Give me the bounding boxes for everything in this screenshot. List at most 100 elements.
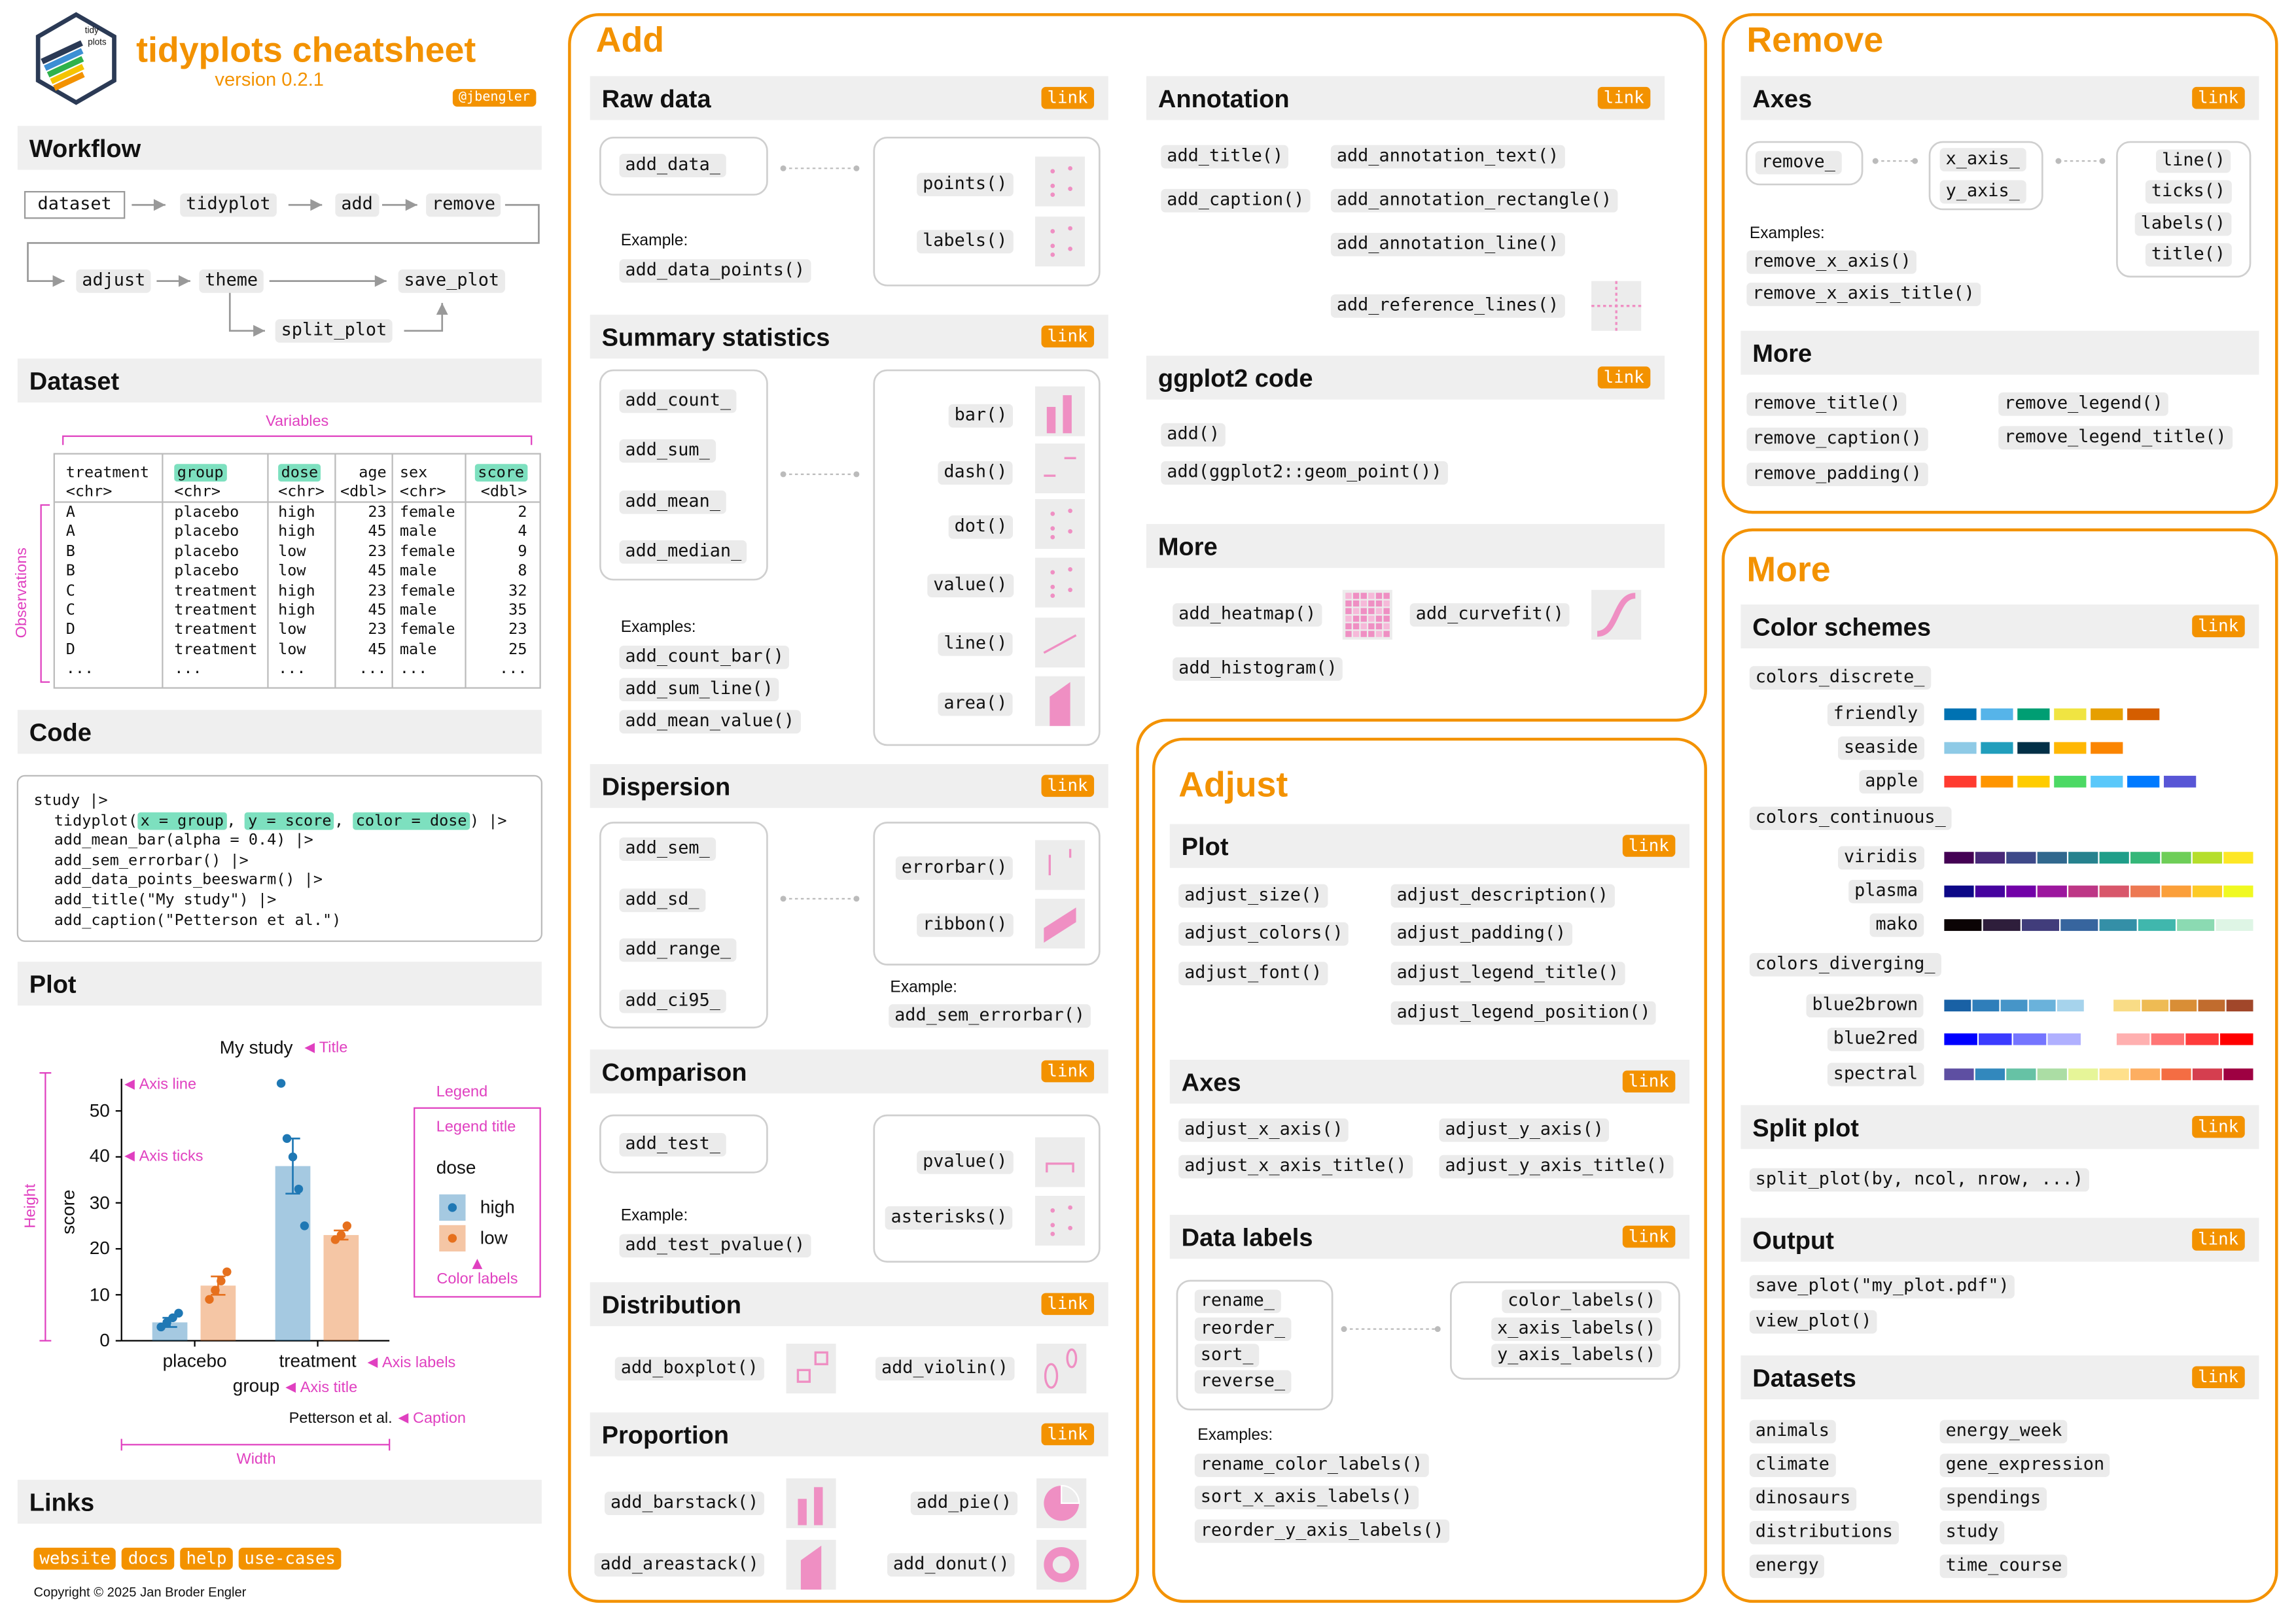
table-cell: placebo xyxy=(174,503,239,521)
text: dash() xyxy=(938,461,1014,485)
palette-swatch xyxy=(1944,852,1974,864)
panel-title: Adjust xyxy=(1178,765,1288,806)
icon xyxy=(1345,593,1352,599)
palette-name: seaside xyxy=(1838,736,1924,760)
table-cell: D xyxy=(65,640,75,659)
palette-swatch xyxy=(1975,852,2005,864)
section-title: Split plot xyxy=(1752,1114,1859,1142)
section-header xyxy=(590,1282,1108,1327)
icon xyxy=(798,1499,807,1526)
panel-title: Remove xyxy=(1746,20,1884,61)
panel-frame xyxy=(568,13,1707,1603)
doc-link[interactable]: link xyxy=(1622,1070,1675,1093)
annotation: Legend xyxy=(436,1083,488,1101)
palette-swatch xyxy=(2060,919,2098,932)
text: adjust_description() xyxy=(1390,884,1614,908)
icon xyxy=(814,1351,828,1366)
text: remove_ xyxy=(1755,150,1841,175)
link-button[interactable]: help xyxy=(180,1547,233,1570)
palette-swatch xyxy=(2099,885,2129,898)
arrow-head xyxy=(178,275,190,287)
doc-link[interactable]: link xyxy=(1041,1293,1094,1316)
legend-title: dose xyxy=(436,1157,476,1178)
table-cell: low xyxy=(278,640,306,659)
text: time_course xyxy=(1939,1554,2068,1578)
connector-end xyxy=(1872,158,1879,164)
doc-link[interactable]: link xyxy=(2192,86,2245,109)
icon xyxy=(1368,616,1375,622)
annotation-arrow xyxy=(124,1079,135,1090)
palette-swatch xyxy=(1944,885,1974,898)
icon xyxy=(1383,593,1390,599)
variables-label: Variables xyxy=(266,412,329,430)
annotation: Legend title xyxy=(436,1118,516,1136)
section-header xyxy=(1169,824,1690,868)
text: color_labels() xyxy=(1502,1289,1662,1313)
icon xyxy=(1597,593,1636,637)
doc-link[interactable]: link xyxy=(2192,1229,2245,1251)
text: labels() xyxy=(2134,212,2231,236)
link-button[interactable]: use-cases xyxy=(238,1547,342,1570)
icon-bg xyxy=(1034,217,1085,267)
link-button[interactable]: website xyxy=(33,1547,116,1570)
logo-stripe xyxy=(44,48,84,71)
logo-stripe xyxy=(41,40,83,65)
palette-swatch xyxy=(1975,885,2005,898)
palette-swatch xyxy=(2099,1068,2129,1081)
doc-link[interactable]: link xyxy=(1041,775,1094,797)
palette-group: colors_diverging_ xyxy=(1749,952,1941,977)
table-cell: placebo xyxy=(174,523,239,541)
doc-link[interactable]: link xyxy=(1041,1060,1094,1083)
palette-swatch xyxy=(1981,742,2013,754)
doc-link[interactable]: link xyxy=(2192,1115,2245,1138)
icon xyxy=(814,1487,823,1526)
legend-label: high xyxy=(480,1196,515,1218)
palette-swatch xyxy=(2054,708,2087,720)
arrow-head xyxy=(436,303,448,315)
doc-link[interactable]: link xyxy=(1597,366,1650,389)
icon xyxy=(1375,608,1383,614)
connector-end xyxy=(2099,158,2106,164)
workflow-step: tidyplot xyxy=(180,193,277,217)
text: sort_x_axis_labels() xyxy=(1194,1486,1419,1509)
text: add_sd_ xyxy=(619,888,705,912)
code-line: add_caption("Petterson et al.") xyxy=(54,911,342,929)
icon xyxy=(1050,252,1055,257)
link-button[interactable]: docs xyxy=(122,1547,175,1570)
palette-swatch xyxy=(2068,852,2098,864)
doc-link[interactable]: link xyxy=(2192,1366,2245,1389)
doc-link[interactable]: link xyxy=(1622,835,1675,858)
doc-link[interactable]: link xyxy=(1622,1225,1675,1248)
doc-link[interactable]: link xyxy=(1041,86,1094,109)
icon xyxy=(1068,166,1072,171)
section-header xyxy=(590,1412,1108,1457)
text: ribbon() xyxy=(917,913,1014,937)
text: add_data_ xyxy=(619,154,726,177)
icon-bg xyxy=(1034,386,1085,436)
icon xyxy=(1050,682,1070,726)
code-segment: y = score xyxy=(245,811,334,829)
table-cell: ... xyxy=(65,660,94,678)
palette-swatch xyxy=(2085,1000,2112,1012)
table-cell: male xyxy=(399,562,437,580)
text: add_annotation_line() xyxy=(1330,232,1565,256)
section-title: Code xyxy=(29,719,92,747)
workflow-step: save_plot xyxy=(398,269,506,293)
doc-link[interactable]: link xyxy=(2192,615,2245,638)
doc-link[interactable]: link xyxy=(1041,325,1094,348)
data-point xyxy=(300,1221,309,1230)
arrow-line xyxy=(228,292,265,332)
icon xyxy=(1068,1205,1072,1210)
palette-name: viridis xyxy=(1838,846,1924,869)
text: add_mean_value() xyxy=(619,710,801,733)
palette-swatch xyxy=(2130,885,2161,898)
icon xyxy=(1068,567,1072,572)
doc-link[interactable]: link xyxy=(1597,86,1650,109)
table-cell: A xyxy=(65,503,75,521)
doc-link[interactable]: link xyxy=(1041,1423,1094,1446)
icon xyxy=(1050,229,1055,234)
section-header xyxy=(1740,1217,2259,1262)
table-cell: 23 xyxy=(508,621,527,639)
section-title: Raw data xyxy=(601,85,711,113)
